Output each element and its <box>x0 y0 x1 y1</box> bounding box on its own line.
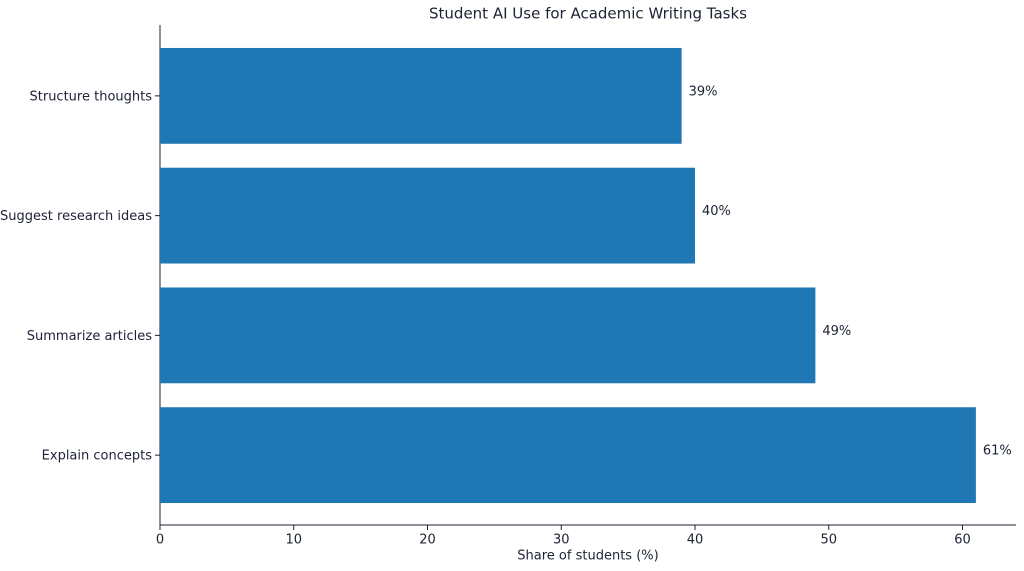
value-label: 61% <box>983 444 1012 459</box>
x-axis-label: Share of students (%) <box>517 549 658 564</box>
x-tick-label: 0 <box>156 533 164 548</box>
x-tick-label: 10 <box>285 533 302 548</box>
y-tick-label: Summarize articles <box>27 329 152 344</box>
bar <box>160 47 682 144</box>
bar <box>160 287 816 384</box>
y-tick-label: Suggest research ideas <box>0 209 152 224</box>
y-tick-label: Explain concepts <box>42 449 153 464</box>
x-tick-label: 50 <box>820 533 837 548</box>
bar <box>160 167 695 264</box>
x-tick-label: 20 <box>419 533 436 548</box>
bar <box>160 407 976 504</box>
x-tick-label: 40 <box>687 533 704 548</box>
x-tick-label: 60 <box>954 533 971 548</box>
y-tick-label: Structure thoughts <box>30 89 153 104</box>
value-label: 40% <box>702 204 731 219</box>
x-tick-label: 30 <box>553 533 570 548</box>
value-label: 39% <box>689 84 718 99</box>
chart-title: Student AI Use for Academic Writing Task… <box>429 5 747 23</box>
value-label: 49% <box>822 324 851 339</box>
